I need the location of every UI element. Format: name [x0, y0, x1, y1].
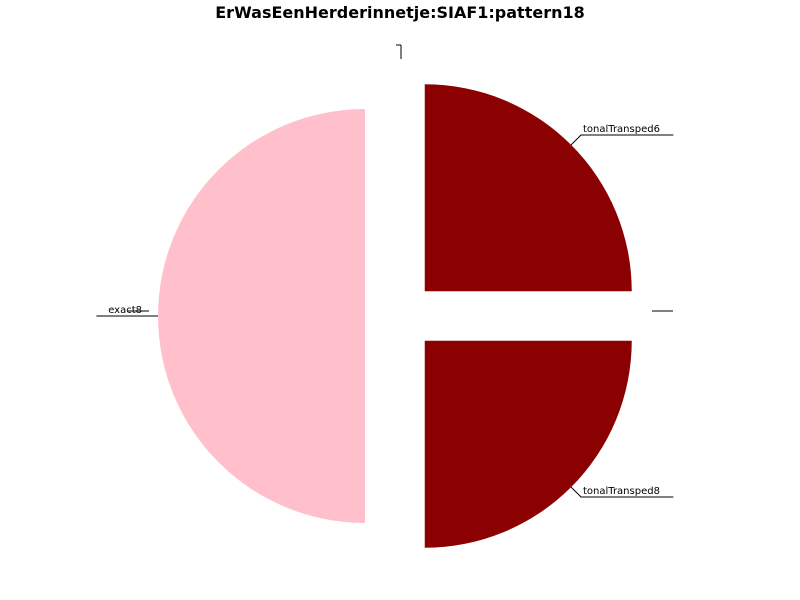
slice-label-exact8: exact8 [108, 305, 142, 316]
chart-title: ErWasEenHerderinnetje:SIAF1:pattern18 [215, 3, 585, 22]
label-leader-tonalTransped8 [570, 486, 674, 498]
label-leader-tonalTransped6 [570, 134, 674, 146]
slice-label-tonalTransped6: tonalTransped6 [583, 124, 660, 135]
pie-slice-tonalTransped6 [424, 84, 632, 292]
pie-slice-exact8 [158, 109, 365, 523]
pie-slice-tonalTransped8 [424, 340, 632, 548]
slice-label-tonalTransped8: tonalTransped8 [583, 486, 660, 497]
